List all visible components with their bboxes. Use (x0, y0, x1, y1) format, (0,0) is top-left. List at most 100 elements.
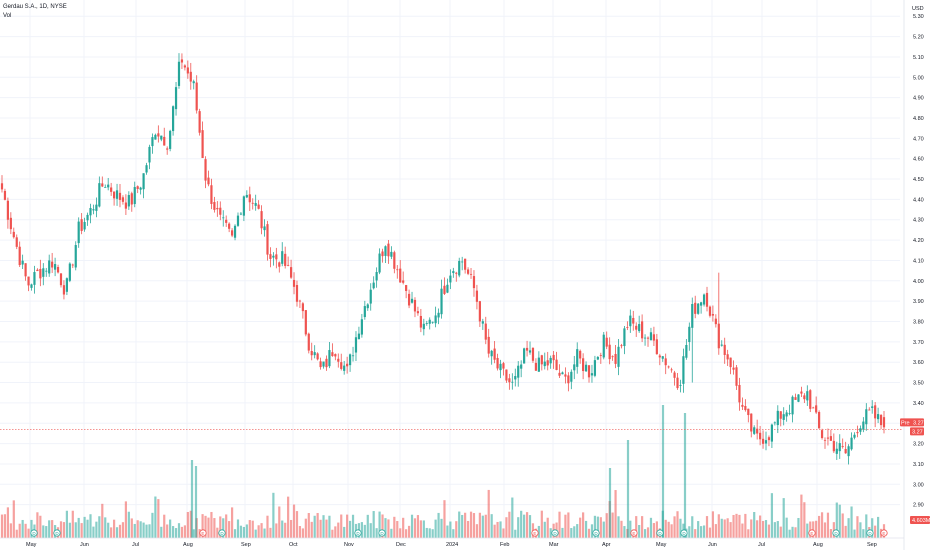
candle (407, 289, 411, 309)
event-marker-dividend[interactable]: D (378, 529, 386, 537)
price-tick-label: 4.60 (913, 157, 924, 163)
event-marker-dividend[interactable]: D (656, 529, 664, 537)
candle-body (688, 326, 691, 343)
candle-body (537, 357, 540, 372)
candle (552, 351, 555, 369)
event-marker-earnings[interactable]: E (531, 529, 539, 537)
candle (561, 371, 564, 375)
volume-bar (257, 525, 260, 538)
volume-bar (284, 522, 287, 538)
volume-bar (334, 526, 337, 538)
candle (859, 425, 862, 435)
candle-body (275, 254, 278, 260)
event-marker-dividend[interactable]: D (592, 529, 600, 537)
event-marker-dividend[interactable]: D (354, 529, 362, 537)
candle-body (390, 251, 393, 257)
candle-body (39, 268, 42, 279)
candle (523, 347, 526, 364)
volume-bar (511, 497, 514, 538)
candle-body (154, 134, 157, 140)
event-marker-earnings[interactable]: E (880, 529, 888, 537)
candle-body (832, 440, 835, 452)
candle (228, 222, 231, 233)
volume-bar (815, 520, 818, 538)
volume-bar (679, 518, 682, 538)
candle (121, 195, 125, 205)
time-tick-label: Aug (183, 542, 193, 548)
price-tick-label: 4.80 (913, 116, 924, 122)
candle-body (868, 409, 871, 411)
candle-body (776, 410, 779, 426)
candle-body (351, 355, 355, 357)
candle (543, 352, 546, 370)
candle-body (655, 339, 658, 355)
event-marker-earnings[interactable]: E (808, 529, 816, 537)
volume-bar (190, 460, 194, 538)
volume-bar (756, 520, 759, 538)
volume-bar (667, 521, 670, 538)
event-marker-dividend[interactable]: D (551, 529, 559, 537)
volume-legend-label[interactable]: Vol (3, 13, 12, 19)
candle (732, 360, 735, 375)
volume-bar (304, 518, 307, 538)
volume-bar (396, 520, 399, 538)
candle-body (446, 284, 449, 293)
candle-body (92, 209, 95, 211)
candle-body (402, 280, 405, 283)
event-marker-earnings[interactable]: E (199, 529, 207, 537)
event-marker-dividend[interactable]: D (53, 529, 61, 537)
volume-bar (525, 512, 529, 538)
marker-letter: D (380, 531, 384, 536)
candle (720, 340, 723, 347)
symbol-title[interactable]: Gerdau S.A., 1D, NYSE (3, 4, 67, 10)
volume-bar (744, 513, 747, 538)
candle (688, 322, 691, 351)
candle-body (407, 293, 411, 306)
price-tick-label: 3.20 (913, 442, 924, 448)
candle (729, 357, 732, 375)
candle-body (219, 207, 222, 215)
volume-value-tag: 4.603M (910, 516, 931, 524)
candle (157, 125, 160, 143)
candle (685, 339, 688, 360)
candle-body (735, 367, 738, 386)
event-marker-dividend[interactable]: D (680, 529, 688, 537)
candle-body (431, 321, 434, 323)
candle (9, 212, 12, 235)
event-marker-dividend[interactable]: D (832, 529, 840, 537)
candle-body (186, 67, 189, 74)
volume-bar (260, 523, 263, 538)
volume-bar (702, 525, 706, 538)
candle (213, 196, 216, 213)
volume-bar (419, 520, 422, 538)
candle-body (272, 255, 275, 258)
candle (171, 105, 175, 136)
volume-bar (405, 529, 408, 538)
price-tick-label: 3.90 (913, 299, 924, 305)
event-marker-dividend[interactable]: D (866, 529, 874, 537)
candle-body (263, 226, 266, 231)
candle (74, 241, 77, 271)
event-marker-dividend[interactable]: D (218, 529, 226, 537)
candle (48, 254, 51, 277)
volume-bar (641, 516, 644, 538)
candle (95, 197, 98, 218)
candle-body (204, 159, 207, 181)
volume-bar (747, 529, 750, 538)
volume-bar (174, 528, 178, 538)
volume-bar (741, 523, 744, 538)
candle-body (779, 411, 782, 419)
candle-body (363, 306, 366, 318)
event-marker-earnings[interactable]: E (630, 529, 638, 537)
candle-body (682, 356, 685, 384)
candle (68, 262, 71, 283)
candle-body (366, 304, 369, 309)
candle-body (614, 353, 617, 364)
candle (393, 250, 396, 274)
volume-bar (416, 515, 420, 538)
candle (166, 146, 169, 155)
last-price-tag: Pre 3.27 3.27 (900, 418, 924, 436)
event-marker-dividend[interactable]: D (30, 529, 38, 537)
candle-body (0, 183, 4, 190)
